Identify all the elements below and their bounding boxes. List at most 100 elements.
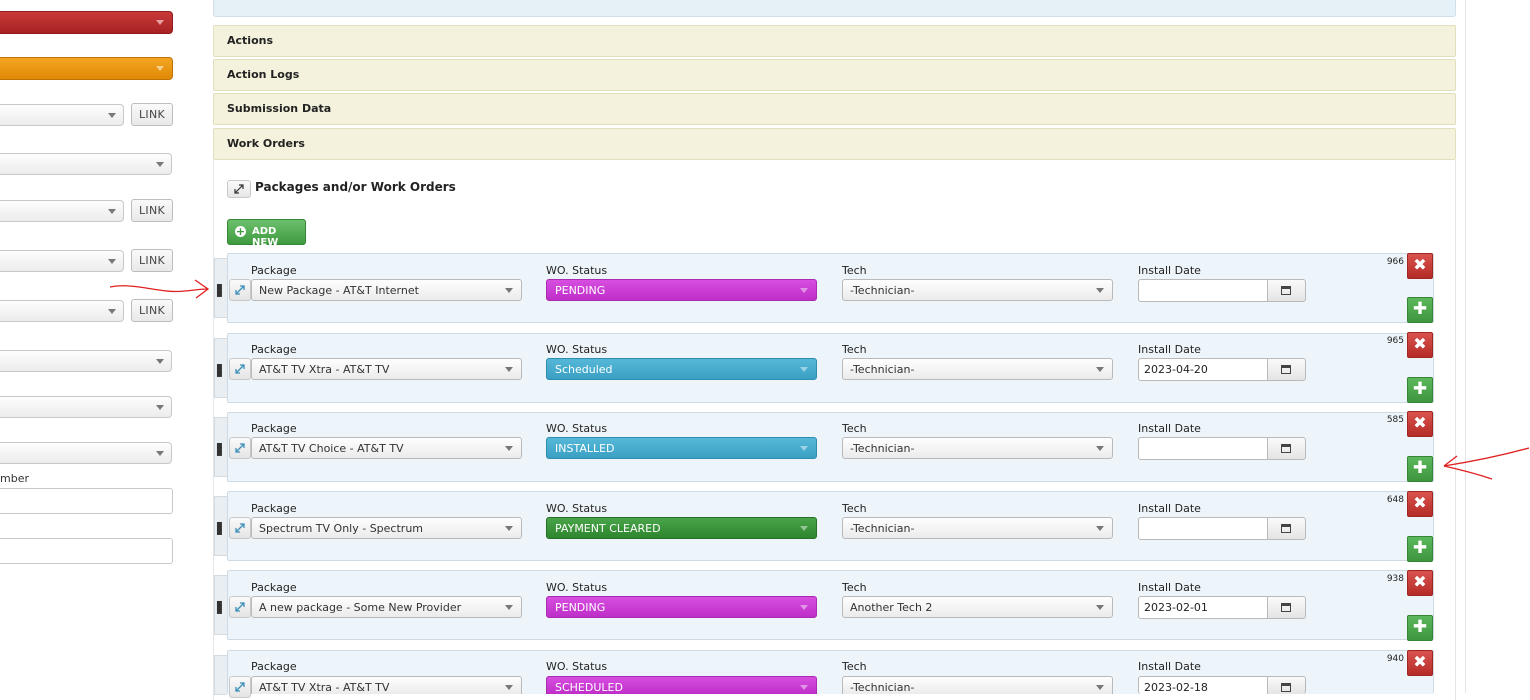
left-select-8[interactable] [0,442,172,464]
row-drag-handle[interactable] [214,655,227,695]
work-order-id: 938 [1386,574,1404,584]
status-dropdown-red[interactable] [0,11,173,34]
install-date-input[interactable]: 2023-02-01 [1138,596,1269,619]
row-expand-button[interactable] [229,676,251,698]
status-select[interactable]: SCHEDULED [546,676,817,694]
left-select-6[interactable] [0,350,172,372]
calendar-button[interactable] [1267,279,1306,302]
package-label: Package [251,660,297,673]
delete-row-button[interactable]: ✖ [1407,332,1433,358]
tech-select[interactable]: -Technician- [842,517,1113,539]
row-drag-handle[interactable]: ▪ ▪ ▪ [214,338,227,398]
link-button-3[interactable]: LINK [131,249,173,272]
row-expand-button[interactable] [229,437,251,459]
accordion-actions[interactable]: Actions [213,25,1456,57]
delete-row-button[interactable]: ✖ [1407,650,1433,676]
install-date-input[interactable] [1138,279,1269,302]
tech-select[interactable]: Another Tech 2 [842,596,1113,618]
accordion-work-orders-label: Work Orders [227,137,305,150]
row-expand-button[interactable] [229,358,251,380]
package-select[interactable]: AT&T TV Choice - AT&T TV [251,437,522,459]
accordion-work-orders[interactable]: Work Orders [213,128,1456,160]
install-date-input[interactable]: 2023-04-20 [1138,358,1269,381]
row-expand-button[interactable] [229,596,251,618]
chevron-down-icon [1096,605,1104,610]
add-row-button[interactable]: ✚ [1407,615,1433,641]
status-label: WO. Status [546,422,608,435]
link-button-2[interactable]: LINK [131,199,173,222]
plus-icon: ✚ [1412,617,1428,637]
install-date-label: Install Date [1138,264,1201,277]
row-drag-handle[interactable]: ▪ ▪ ▪ [214,496,227,556]
install-date-input[interactable] [1138,437,1269,460]
install-date-input[interactable] [1138,517,1269,540]
row-drag-handle[interactable]: ▪ ▪ ▪ [214,258,227,318]
calendar-button[interactable] [1267,358,1306,381]
package-select[interactable]: AT&T TV Xtra - AT&T TV [251,358,522,380]
expand-icon [235,285,245,295]
delete-row-button[interactable]: ✖ [1407,491,1433,517]
add-new-label: ADD NEW [252,226,279,248]
row-expand-button[interactable] [229,517,251,539]
chevron-down-icon [108,209,116,214]
delete-row-button[interactable]: ✖ [1407,570,1433,596]
status-dropdown-orange[interactable] [0,57,173,80]
link-button-4[interactable]: LINK [131,299,173,322]
status-select[interactable]: PAYMENT CLEARED [546,517,817,539]
add-row-button[interactable]: ✚ [1407,297,1433,323]
accordion-actions-label: Actions [227,34,273,47]
package-select[interactable]: A new package - Some New Provider [251,596,522,618]
link-button-1[interactable]: LINK [131,103,173,126]
row-expand-button[interactable] [229,279,251,301]
row-drag-handle[interactable]: ▪ ▪ ▪ [214,575,227,635]
tech-label: Tech [842,264,867,277]
left-text-input[interactable] [0,538,173,564]
status-select[interactable]: PENDING [546,596,817,618]
status-select[interactable]: Scheduled [546,358,817,380]
delete-row-button[interactable]: ✖ [1407,253,1433,279]
left-select-1[interactable] [0,104,124,126]
chevron-down-icon [156,20,164,25]
chevron-down-icon [800,685,808,690]
status-select[interactable]: INSTALLED [546,437,817,459]
install-date-value: 2023-02-01 [1144,601,1208,614]
tech-value: -Technician- [850,681,915,694]
accordion-action-logs[interactable]: Action Logs [213,59,1456,91]
phone-number-input[interactable] [0,488,173,514]
add-row-button[interactable]: ✚ [1407,456,1433,482]
tech-select[interactable]: -Technician- [842,358,1113,380]
tech-select[interactable]: -Technician- [842,279,1113,301]
tech-value: Another Tech 2 [850,601,933,614]
work-order-id: 965 [1386,336,1404,346]
status-value: PAYMENT CLEARED [555,522,661,535]
add-row-button[interactable]: ✚ [1407,536,1433,562]
package-select[interactable]: Spectrum TV Only - Spectrum [251,517,522,539]
tech-select[interactable]: -Technician- [842,437,1113,459]
tech-select[interactable]: -Technician- [842,676,1113,694]
left-select-4[interactable] [0,250,124,272]
left-select-7[interactable] [0,396,172,418]
plus-icon: ✚ [1412,458,1428,478]
calendar-button[interactable] [1267,517,1306,540]
work-order-id: 966 [1386,257,1404,267]
delete-row-button[interactable]: ✖ [1407,411,1433,437]
accordion-submission-data[interactable]: Submission Data [213,93,1456,125]
left-select-5[interactable] [0,300,124,322]
status-select[interactable]: PENDING [546,279,817,301]
package-select[interactable]: AT&T TV Xtra - AT&T TV [251,676,522,694]
row-drag-handle[interactable]: ▪ ▪ ▪ [214,417,227,477]
calendar-button[interactable] [1267,676,1306,694]
calendar-button[interactable] [1267,596,1306,619]
add-row-button[interactable]: ✚ [1407,377,1433,403]
expand-all-button[interactable] [227,180,251,198]
left-select-3[interactable] [0,200,124,222]
package-select[interactable]: New Package - AT&T Internet [251,279,522,301]
install-date-input[interactable]: 2023-02-18 [1138,676,1269,694]
package-value: Spectrum TV Only - Spectrum [259,522,424,535]
status-label: WO. Status [546,264,608,277]
left-select-2[interactable] [0,153,172,175]
close-icon: ✖ [1413,255,1427,274]
chevron-down-icon [156,451,164,456]
calendar-button[interactable] [1267,437,1306,460]
add-new-button[interactable]: + ADD NEW [227,219,306,248]
